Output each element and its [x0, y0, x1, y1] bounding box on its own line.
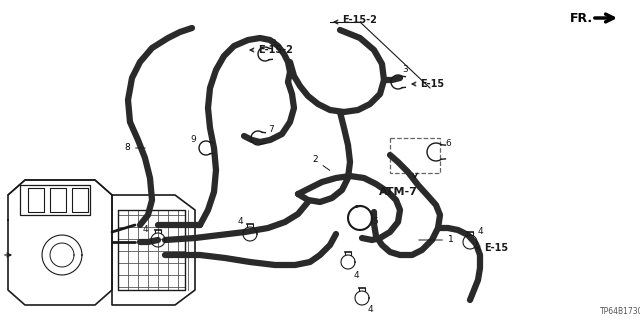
Text: 3: 3: [402, 66, 408, 75]
Text: E-15: E-15: [484, 243, 508, 253]
Text: FR.: FR.: [570, 12, 593, 25]
Text: 3: 3: [270, 39, 276, 49]
Text: 1: 1: [419, 236, 454, 244]
Text: 8: 8: [124, 143, 145, 153]
Text: TP64B1730A: TP64B1730A: [600, 308, 640, 316]
Text: 4: 4: [367, 306, 373, 315]
Text: 7: 7: [268, 125, 274, 134]
Text: 6: 6: [445, 140, 451, 148]
Text: 5: 5: [372, 218, 378, 227]
Text: E-15-2: E-15-2: [258, 45, 293, 55]
Text: E-15-2: E-15-2: [342, 15, 377, 25]
Text: ATM-7: ATM-7: [379, 187, 417, 197]
Text: 4: 4: [353, 270, 359, 279]
Text: E-15: E-15: [420, 79, 444, 89]
Text: 2: 2: [312, 156, 330, 170]
Text: 4: 4: [477, 228, 483, 236]
Text: 9: 9: [190, 135, 196, 145]
Text: 4: 4: [142, 226, 148, 235]
Text: 4: 4: [237, 218, 243, 227]
